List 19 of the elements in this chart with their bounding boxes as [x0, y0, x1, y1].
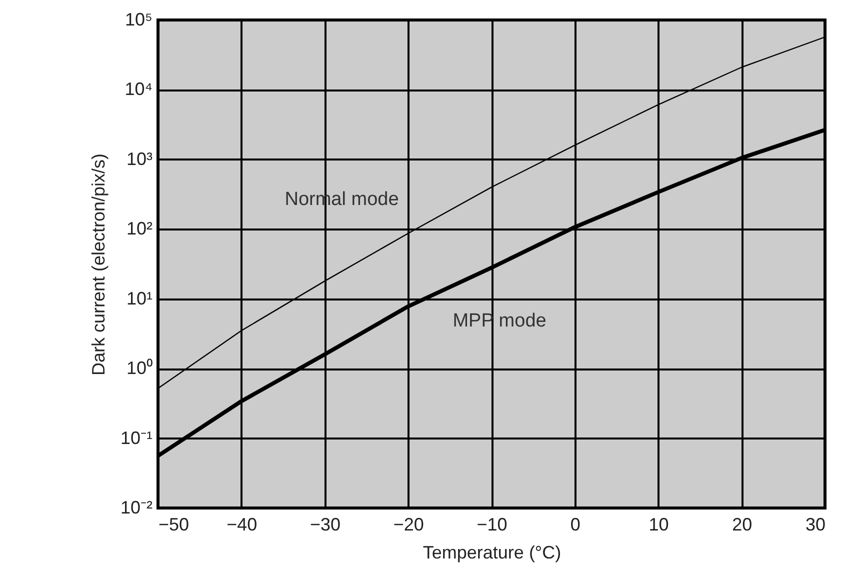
- y-tick-label: 10³: [126, 148, 153, 169]
- x-tick-label: −20: [393, 514, 424, 534]
- y-tick-label: 10²: [126, 218, 153, 239]
- x-axis-title: Temperature (°C): [422, 542, 562, 562]
- x-tick-label: 10: [648, 514, 669, 534]
- y-tick-label: 10⁻²: [120, 498, 153, 518]
- y-tick-label: 10⁴: [124, 79, 152, 100]
- x-tick-label: −30: [310, 514, 341, 534]
- x-tick-label: −50: [158, 514, 190, 534]
- x-tick-label: 20: [732, 514, 752, 534]
- x-tick-label: 30: [805, 514, 826, 534]
- y-tick-label: 10¹: [126, 288, 153, 308]
- y-axis-title: Dark current (electron/pix/s): [88, 153, 108, 376]
- x-tick-label: −40: [226, 514, 258, 534]
- x-tick-label: −10: [476, 514, 508, 534]
- y-tick-label: 10⁰: [126, 358, 152, 378]
- x-tick-label: 0: [570, 514, 580, 534]
- y-tick-label: 10⁻¹: [120, 428, 153, 448]
- y-tick-label: 10⁵: [125, 10, 152, 30]
